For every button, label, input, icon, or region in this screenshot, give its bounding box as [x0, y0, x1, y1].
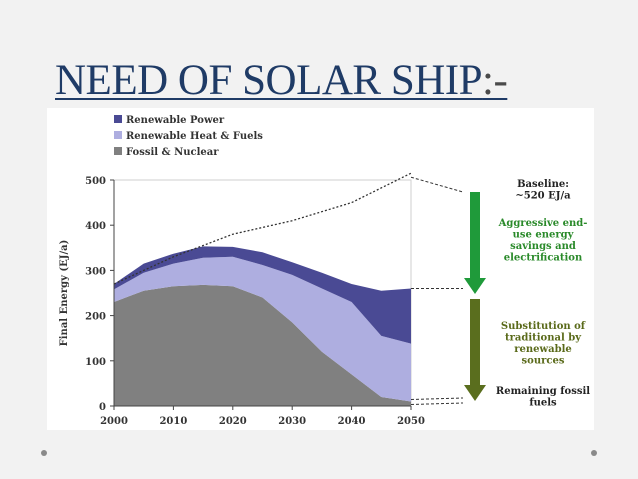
annotation-energy-savings: savings and	[510, 241, 576, 252]
y-tick-label: 100	[85, 357, 106, 368]
legend-swatch	[114, 147, 122, 155]
annotation-energy-savings: electrification	[504, 253, 583, 264]
y-tick-label: 200	[85, 312, 106, 323]
annotation-baseline: Baseline:	[517, 179, 569, 190]
legend-swatch	[114, 115, 122, 123]
legend-label: Renewable Heat & Fuels	[126, 131, 263, 142]
legend-swatch	[114, 131, 122, 139]
y-tick-label: 400	[85, 221, 106, 232]
y-tick-label: 500	[85, 176, 106, 187]
connector-fossil-a	[410, 397, 464, 400]
x-tick-label: 2030	[278, 416, 306, 427]
slide-dot-right	[591, 450, 597, 456]
annotation-remaining-fossil: Remaining fossil	[496, 386, 590, 397]
slide-title: NEED OF SOLAR SHIP:-	[55, 56, 508, 105]
x-tick-label: 2000	[100, 416, 128, 427]
annotation-substitution: sources	[522, 356, 565, 367]
area-fossil-nuclear	[114, 284, 411, 406]
y-tick-label: 300	[85, 266, 106, 277]
energy-chart: 0 100 200 300 400 500 2000 2010 2020 2030 2040 2050…	[59, 115, 590, 427]
connector-fossil-b	[410, 402, 464, 405]
slide-title-suffix: :-	[482, 57, 508, 104]
annotation-substitution: Substitution of	[501, 321, 586, 332]
x-tick-label: 2050	[397, 416, 425, 427]
annotation-energy-savings: use energy	[513, 230, 575, 241]
x-tick-label: 2010	[159, 416, 187, 427]
y-axis-label: Final Energy (EJ/a)	[59, 240, 70, 347]
arrow-down-energy-savings	[464, 192, 486, 294]
annotation-remaining-fossil: fuels	[529, 398, 557, 409]
annotation-substitution: traditional by	[505, 333, 582, 344]
annotation-energy-savings: Aggressive end-	[498, 218, 588, 229]
x-tick-label: 2020	[219, 416, 247, 427]
slide-title-text: NEED OF SOLAR SHIP	[55, 57, 483, 104]
annotation-substitution: renewable	[514, 344, 572, 355]
legend-label: Renewable Power	[126, 115, 225, 126]
arrow-down-substitution	[464, 299, 486, 401]
y-tick-label: 0	[99, 402, 106, 413]
legend-label: Fossil & Nuclear	[126, 147, 219, 158]
area-renewable-heat-fuels	[114, 256, 411, 402]
slide-dot-left	[41, 450, 47, 456]
x-tick-label: 2040	[338, 416, 366, 427]
annotation-baseline: ~520 EJ/a	[515, 191, 571, 202]
connector-baseline	[410, 176, 464, 193]
area-renewable-power	[114, 246, 411, 344]
